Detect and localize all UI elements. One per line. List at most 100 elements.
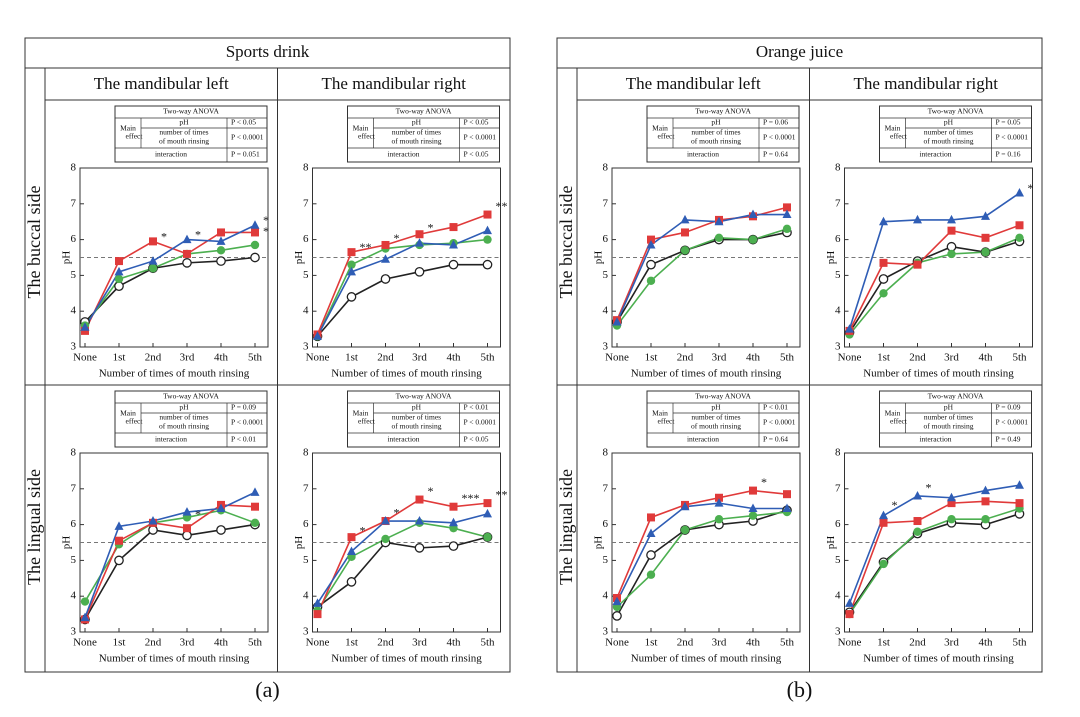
y-tick-label: 7 [603, 482, 609, 494]
y-axis-label: pH [825, 536, 837, 550]
y-tick-label: 4 [71, 305, 77, 317]
anova-p: P < 0.05 [464, 435, 489, 444]
anova-factor: pH [711, 118, 721, 127]
y-tick-label: 8 [603, 162, 609, 174]
anova-factor: number of times [691, 413, 740, 422]
anova-p: P = 0.051 [231, 150, 260, 159]
series-line [848, 240, 1020, 334]
marker [148, 516, 158, 525]
y-tick-label: 6 [71, 518, 77, 530]
x-tick-label: None [306, 637, 330, 649]
x-tick-label: 2nd [677, 637, 694, 649]
marker [415, 495, 424, 504]
anova-table [347, 390, 500, 448]
series-line [84, 523, 256, 620]
marker [114, 555, 124, 566]
marker [449, 223, 458, 232]
marker [182, 507, 192, 516]
marker [681, 228, 689, 237]
marker [381, 240, 390, 249]
significance-mark: * [1028, 181, 1034, 195]
marker [114, 281, 124, 291]
anova-interaction: interaction [155, 150, 187, 159]
anova-main-effect: Main [120, 409, 136, 418]
x-tick-label: 2nd [677, 352, 694, 364]
y-tick-label: 5 [303, 554, 309, 566]
x-tick-label: 2nd [145, 352, 162, 364]
x-tick-label: 2nd [377, 637, 394, 649]
significance-mark: * [394, 231, 400, 245]
anova-factor: pH [412, 403, 422, 412]
anova-factor: pH [711, 403, 721, 412]
marker [483, 508, 492, 518]
y-tick-label: 5 [71, 554, 77, 566]
x-tick-label: 2nd [377, 352, 394, 364]
column-header: The mandibular left [626, 74, 761, 93]
marker [251, 228, 259, 237]
marker [1015, 233, 1024, 243]
marker [250, 487, 260, 496]
marker [414, 266, 425, 277]
anova-factor: number of times [924, 128, 973, 137]
marker [647, 235, 655, 244]
marker [946, 241, 957, 252]
marker [347, 546, 356, 555]
marker [783, 203, 791, 212]
anova-table [347, 105, 500, 163]
x-axis-label: Number of times of mouth rinsing [331, 368, 482, 380]
y-tick-label: 8 [303, 162, 309, 174]
marker [612, 316, 622, 326]
y-tick-label: 4 [71, 590, 77, 602]
marker [182, 530, 192, 541]
marker [1015, 480, 1024, 489]
anova-factor: of mouth rinsing [924, 422, 974, 431]
significance-mark: * [926, 480, 932, 494]
marker [216, 503, 226, 512]
series-line [848, 224, 1020, 332]
series-line [616, 231, 788, 323]
series-line [848, 237, 1020, 335]
column-header: The mandibular left [94, 74, 229, 93]
anova-p: P = 0.16 [996, 150, 1021, 159]
anova-factor: number of times [159, 128, 208, 137]
anova-title: Two-way ANOVA [695, 107, 751, 116]
y-tick-label: 8 [835, 162, 841, 174]
y-tick-label: 8 [303, 447, 309, 459]
x-tick-label: 5th [1012, 352, 1027, 364]
y-tick-label: 6 [71, 233, 77, 245]
anova-title: Two-way ANOVA [928, 392, 984, 401]
anova-factor: number of times [159, 413, 208, 422]
anova-title: Two-way ANOVA [163, 392, 219, 401]
marker [845, 324, 854, 333]
y-tick-label: 5 [303, 269, 309, 281]
marker [415, 516, 424, 525]
series-line [316, 498, 488, 615]
anova-factor: of mouth rinsing [392, 422, 442, 431]
anova-p: P < 0.0001 [464, 133, 497, 142]
marker [216, 236, 226, 245]
x-tick-label: 5th [480, 352, 495, 364]
row-label: The lingual side [556, 469, 576, 585]
y-tick-label: 6 [603, 518, 609, 530]
marker [947, 515, 956, 524]
series-line [84, 231, 255, 332]
marker [347, 533, 356, 542]
y-tick-label: 3 [835, 341, 841, 353]
marker [646, 276, 656, 285]
marker [115, 257, 123, 266]
marker [80, 597, 90, 606]
anova-factor: of mouth rinsing [159, 137, 209, 146]
x-tick-label: 1st [645, 352, 658, 364]
anova-p: P < 0.0001 [763, 418, 796, 427]
marker [346, 577, 357, 587]
x-axis-label: Number of times of mouth rinsing [331, 653, 482, 665]
marker [347, 260, 356, 269]
marker [782, 224, 792, 234]
marker [183, 524, 191, 533]
anova-p: P < 0.01 [464, 403, 489, 412]
marker [714, 216, 724, 226]
anova-main-effect: effect [358, 417, 376, 426]
anova-title: Two-way ANOVA [695, 392, 751, 401]
x-tick-label: 1st [113, 352, 126, 364]
series-line [84, 491, 256, 618]
